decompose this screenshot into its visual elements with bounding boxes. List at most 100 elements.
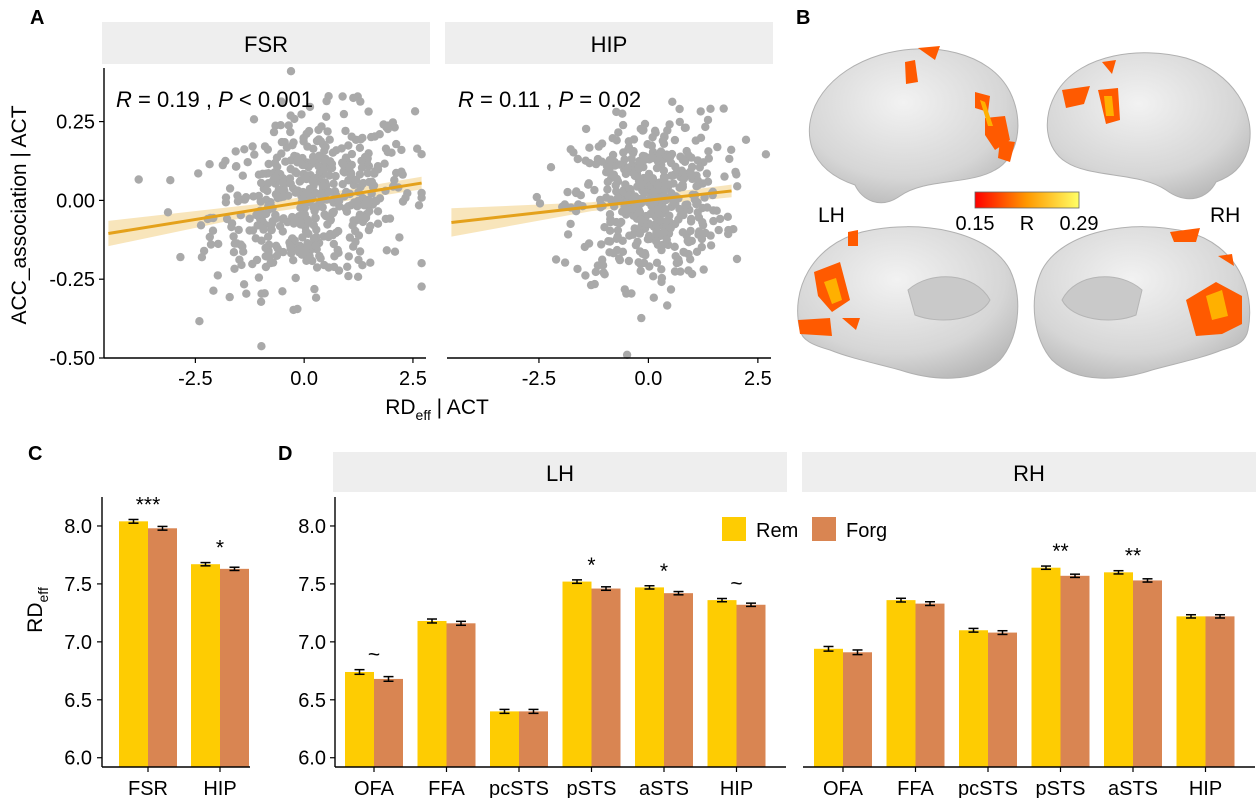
scatter-point: [259, 225, 268, 234]
y-tick-label: 7.0: [298, 632, 326, 654]
scatter-point: [297, 110, 306, 119]
x-tick-label: HIP: [1189, 778, 1222, 798]
scatter-point: [630, 224, 639, 233]
bar-rem: [635, 587, 664, 767]
scatter-point: [597, 157, 607, 166]
scatter-point: [205, 160, 214, 169]
scatter-point: [300, 210, 309, 219]
y-tick-label: 6.5: [64, 690, 92, 712]
scatter-point: [613, 226, 623, 235]
scatter-point: [605, 165, 614, 175]
scatter-point: [719, 104, 728, 113]
panel-letter-d: D: [278, 443, 292, 465]
bar-forg: [1205, 616, 1235, 767]
x-tick-label: OFA: [823, 778, 864, 798]
scatter-point: [295, 217, 305, 226]
scatter-point: [611, 181, 620, 190]
scatter-point: [227, 219, 237, 228]
scatter-point: [357, 163, 367, 172]
scatter-point: [653, 205, 662, 214]
scatter-point: [636, 259, 645, 269]
scatter-point: [324, 92, 333, 101]
scatter-point: [590, 185, 599, 195]
scatter-point: [614, 128, 623, 137]
scatter-point: [329, 262, 339, 272]
scatter-point: [390, 247, 400, 256]
scatter-point: [612, 136, 621, 145]
y-tick-label: 0.25: [56, 112, 95, 134]
scatter-point: [624, 256, 634, 266]
scatter-point: [703, 115, 713, 125]
scatter-point: [678, 155, 688, 165]
scatter-point: [678, 180, 687, 190]
scatter-point: [695, 227, 704, 236]
scatter-point: [358, 261, 367, 270]
scatter-point: [597, 139, 607, 148]
bar-forg: [374, 678, 403, 767]
scatter-point: [380, 159, 389, 168]
scatter-point: [709, 216, 718, 226]
scatter-point: [696, 107, 705, 116]
scatter-point: [282, 143, 292, 152]
significance-label: **: [1052, 540, 1068, 563]
scatter-point: [240, 145, 249, 154]
bar-forg: [915, 603, 945, 767]
brain-right-hemisphere-label: RH: [1210, 204, 1240, 227]
scatter-point: [675, 117, 684, 127]
scatter-point: [286, 127, 295, 137]
scatter-point: [238, 171, 247, 180]
scatter-point: [322, 112, 331, 122]
scatter-point: [361, 213, 371, 222]
scatter-point: [134, 175, 143, 184]
scatter-point: [320, 146, 329, 155]
scatter-point: [253, 221, 262, 230]
scatter-point: [686, 167, 695, 176]
scatter-point: [618, 109, 627, 118]
scatter-point: [341, 126, 350, 136]
scatter-point: [398, 170, 407, 179]
scatter-point: [651, 237, 661, 246]
scatter-point: [236, 240, 245, 249]
scatter-point: [706, 104, 715, 114]
scatter-point: [366, 258, 375, 267]
scatter-point: [532, 192, 541, 202]
panel-d: LH RH ~ OFA FFA pcSTS * pSTS * aSTS ~ HIP OFA FFA pc…: [298, 452, 1256, 798]
scatter-point: [395, 233, 404, 242]
scatter-point: [659, 166, 669, 175]
scatter-point: [662, 235, 671, 244]
scatter-point: [593, 261, 603, 270]
x-tick-label: pSTS: [1035, 778, 1085, 798]
scatter-point: [196, 221, 206, 230]
bar-rem: [814, 648, 843, 767]
scatter-point: [761, 150, 771, 159]
x-tick-label: FFA: [897, 778, 934, 798]
x-tick-label: aSTS: [1108, 778, 1158, 798]
scatter-point: [535, 199, 545, 208]
scatter-point: [249, 192, 258, 201]
scatter-point: [286, 244, 295, 253]
scatter-point: [665, 120, 674, 129]
scatter-point: [605, 248, 614, 257]
scatter-point: [208, 226, 218, 235]
bar-rem: [959, 630, 988, 767]
scatter-point: [672, 258, 681, 268]
scatter-point: [256, 197, 265, 206]
scatter-point: [720, 172, 729, 181]
scatter-point: [365, 197, 374, 206]
scatter-point: [209, 286, 218, 295]
scatter-point: [659, 228, 669, 237]
scatter-point: [285, 174, 295, 183]
bar-chart-c: *** FSR * HIP 6.0 6.5 7.0 7.5 8.0: [64, 493, 250, 798]
scatter-point: [382, 246, 391, 255]
y-tick-label: -0.50: [49, 348, 95, 370]
scatter-point: [599, 268, 608, 277]
scatter-point: [355, 247, 365, 256]
scatter-point: [339, 109, 349, 119]
scatter-point: [221, 193, 231, 202]
scatter-point: [245, 214, 254, 223]
scatter-point: [619, 148, 628, 157]
scatter-point: [330, 252, 339, 261]
scatter-point: [353, 202, 362, 211]
scatter-point: [271, 173, 280, 182]
y-tick-label: 7.5: [64, 574, 92, 596]
